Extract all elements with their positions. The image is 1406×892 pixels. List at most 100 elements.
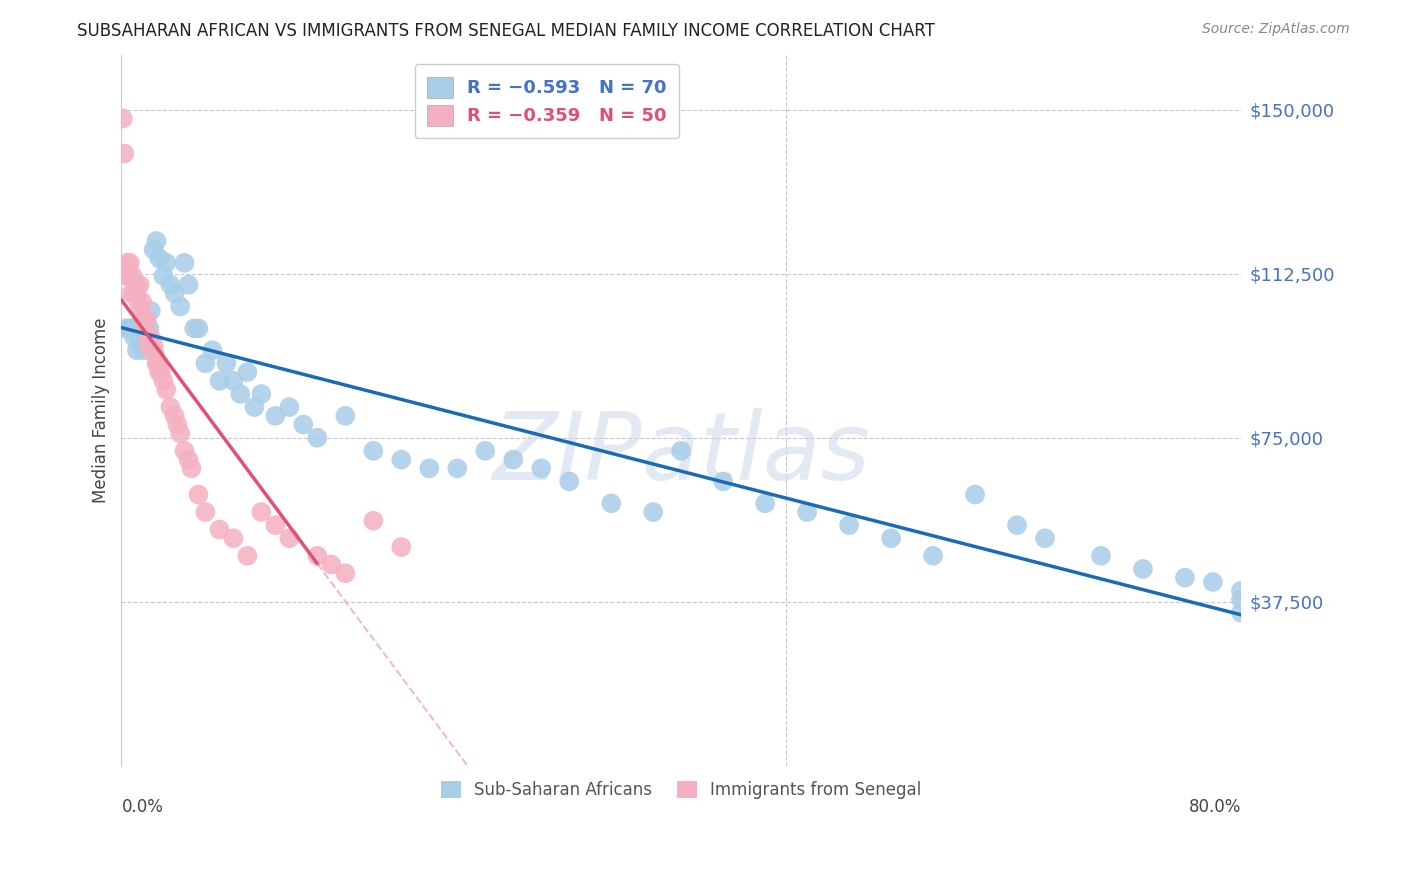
- Point: [194, 505, 217, 519]
- Point: [139, 330, 162, 344]
- Point: [125, 286, 148, 301]
- Point: [131, 295, 153, 310]
- Point: [132, 343, 155, 358]
- Point: [278, 400, 301, 414]
- Point: [159, 400, 181, 414]
- Point: [183, 321, 205, 335]
- Point: [418, 461, 440, 475]
- Point: [229, 387, 252, 401]
- Point: [152, 268, 174, 283]
- Point: [141, 343, 163, 358]
- Point: [215, 356, 238, 370]
- Point: [134, 330, 156, 344]
- Text: 80.0%: 80.0%: [1188, 797, 1241, 815]
- Point: [236, 549, 259, 563]
- Point: [669, 443, 692, 458]
- Point: [363, 443, 385, 458]
- Point: [796, 505, 818, 519]
- Point: [558, 475, 581, 489]
- Point: [1230, 606, 1253, 620]
- Point: [335, 566, 357, 581]
- Point: [754, 496, 776, 510]
- Point: [138, 339, 160, 353]
- Text: ZIPatlas: ZIPatlas: [492, 408, 870, 499]
- Point: [222, 374, 245, 388]
- Point: [194, 356, 217, 370]
- Point: [1132, 562, 1154, 576]
- Point: [129, 304, 152, 318]
- Point: [155, 256, 177, 270]
- Point: [600, 496, 623, 510]
- Point: [138, 321, 160, 335]
- Point: [148, 252, 170, 266]
- Point: [173, 256, 195, 270]
- Point: [143, 348, 166, 362]
- Point: [1174, 571, 1197, 585]
- Point: [250, 505, 273, 519]
- Point: [146, 356, 169, 370]
- Point: [124, 277, 146, 292]
- Point: [173, 443, 195, 458]
- Point: [208, 523, 231, 537]
- Point: [187, 487, 209, 501]
- Point: [264, 409, 287, 423]
- Point: [142, 339, 165, 353]
- Point: [243, 400, 266, 414]
- Point: [120, 286, 142, 301]
- Point: [208, 374, 231, 388]
- Point: [114, 321, 136, 335]
- Point: [142, 243, 165, 257]
- Point: [201, 343, 224, 358]
- Point: [117, 268, 139, 283]
- Point: [250, 387, 273, 401]
- Point: [115, 256, 138, 270]
- Text: SUBSAHARAN AFRICAN VS IMMIGRANTS FROM SENEGAL MEDIAN FAMILY INCOME CORRELATION C: SUBSAHARAN AFRICAN VS IMMIGRANTS FROM SE…: [77, 22, 935, 40]
- Point: [307, 431, 329, 445]
- Point: [114, 268, 136, 283]
- Point: [132, 312, 155, 326]
- Point: [1005, 518, 1028, 533]
- Point: [145, 356, 167, 370]
- Point: [166, 417, 188, 432]
- Point: [163, 409, 186, 423]
- Point: [135, 339, 157, 353]
- Point: [169, 300, 191, 314]
- Point: [128, 330, 150, 344]
- Point: [118, 256, 141, 270]
- Point: [122, 330, 145, 344]
- Point: [389, 540, 412, 554]
- Point: [389, 452, 412, 467]
- Point: [1202, 574, 1225, 589]
- Point: [222, 531, 245, 545]
- Point: [711, 475, 734, 489]
- Point: [152, 374, 174, 388]
- Point: [148, 365, 170, 379]
- Point: [264, 518, 287, 533]
- Text: Source: ZipAtlas.com: Source: ZipAtlas.com: [1202, 22, 1350, 37]
- Point: [177, 277, 200, 292]
- Point: [128, 277, 150, 292]
- Point: [180, 461, 202, 475]
- Point: [111, 112, 134, 126]
- Point: [446, 461, 468, 475]
- Point: [236, 365, 259, 379]
- Point: [127, 321, 149, 335]
- Point: [120, 321, 142, 335]
- Point: [118, 321, 141, 335]
- Point: [963, 487, 986, 501]
- Point: [124, 321, 146, 335]
- Point: [139, 304, 162, 318]
- Text: 0.0%: 0.0%: [121, 797, 163, 815]
- Point: [129, 339, 152, 353]
- Point: [177, 452, 200, 467]
- Point: [1090, 549, 1112, 563]
- Point: [127, 295, 149, 310]
- Point: [155, 383, 177, 397]
- Legend: Sub-Saharan Africans, Immigrants from Senegal: Sub-Saharan Africans, Immigrants from Se…: [433, 772, 929, 807]
- Point: [838, 518, 860, 533]
- Point: [135, 312, 157, 326]
- Point: [169, 426, 191, 441]
- Point: [474, 443, 496, 458]
- Point: [125, 343, 148, 358]
- Point: [643, 505, 665, 519]
